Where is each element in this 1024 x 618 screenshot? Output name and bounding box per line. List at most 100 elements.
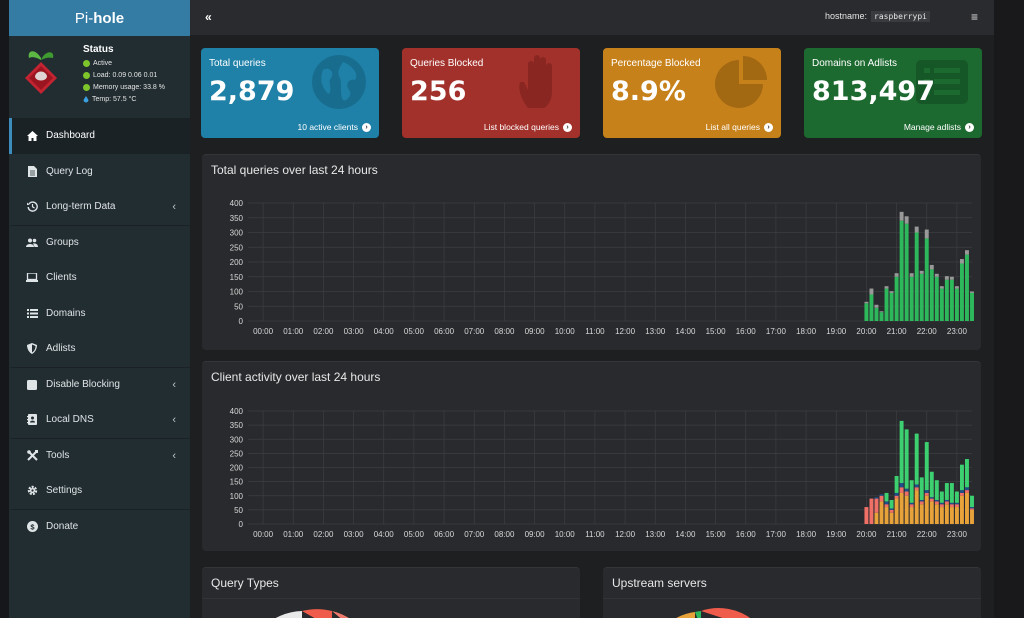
chart-bar-segment <box>899 420 904 484</box>
y-tick-label: 100 <box>230 492 244 501</box>
stat-footer-link[interactable]: List all queries › <box>706 122 773 132</box>
chart-bar-segment <box>944 504 949 524</box>
chart-bar-segment <box>965 492 969 524</box>
x-tick-label: 01:00 <box>283 530 304 539</box>
chart-bar-segment <box>869 294 874 321</box>
x-tick-label: 05:00 <box>404 530 425 539</box>
sidebar-item-dashboard[interactable]: Dashboard <box>9 118 190 154</box>
green-dot-icon <box>83 71 90 79</box>
stat-footer-link[interactable]: 10 active clients › <box>298 122 371 132</box>
y-tick-label: 350 <box>230 421 244 430</box>
sidebar-toggle-icon[interactable]: « <box>205 10 212 24</box>
y-tick-label: 200 <box>230 258 244 267</box>
sidebar-item-label: Groups <box>46 237 79 249</box>
stat-title: Total queries <box>209 58 266 69</box>
app-logo[interactable]: Pi-hole <box>9 0 190 36</box>
panel-divider <box>603 598 981 599</box>
svg-text:$: $ <box>30 523 35 532</box>
chart-bar-segment <box>889 499 894 509</box>
window-frame-right <box>994 0 1024 618</box>
stat-box-total-queries: Total queries 2,879 10 active clients › <box>201 48 379 138</box>
chart-bar-segment <box>954 502 959 505</box>
stat-footer-label: List all queries <box>705 122 760 132</box>
y-tick-label: 250 <box>230 243 244 252</box>
donate-icon: $ <box>26 521 38 533</box>
stat-box-percentage-blocked: Percentage Blocked 8.9% List all queries… <box>603 48 781 138</box>
chart-bar-segment <box>914 487 919 491</box>
chart-bar-segment <box>864 301 869 304</box>
sidebar-item-local-dns[interactable]: Local DNS ‹ <box>9 402 190 438</box>
pie-slice <box>701 608 751 618</box>
status-active: Active <box>83 57 165 69</box>
status-memory-label: Memory usage: 33.8 % <box>93 83 165 91</box>
chart-bar-segment <box>965 250 969 255</box>
sidebar-item-adlists[interactable]: Adlists <box>9 331 190 367</box>
menu-icon[interactable]: ≡ <box>970 10 978 24</box>
status-block: Status Active Load: 0.09 0.06 0.01 Memor… <box>83 44 165 105</box>
chart-bar-segment <box>879 495 884 502</box>
gear-icon <box>26 485 38 497</box>
chart-bar-segment <box>924 238 929 321</box>
arrow-circle-right-icon: › <box>764 122 773 132</box>
x-tick-label: 11:00 <box>585 530 605 539</box>
panel-divider <box>202 598 580 599</box>
stat-footer-link[interactable]: List blocked queries › <box>484 122 572 132</box>
sidebar-item-donate[interactable]: $ Donate <box>9 508 190 545</box>
pihole-logo-icon <box>25 51 57 94</box>
chart-bar-segment <box>924 492 929 496</box>
sidebar-item-groups[interactable]: Groups <box>9 224 190 261</box>
x-tick-label: 20:00 <box>856 327 877 336</box>
x-tick-label: 14:00 <box>675 530 696 539</box>
sidebar-item-query-log[interactable]: Query Log <box>9 154 190 190</box>
x-tick-label: 11:00 <box>585 327 605 336</box>
sidebar-item-settings[interactable]: Settings <box>9 473 190 509</box>
x-tick-label: 19:00 <box>826 530 847 539</box>
sidebar: Pi-hole Status Active Load: 0.09 0.06 0.… <box>9 0 190 618</box>
chart-bar-segment <box>939 286 944 289</box>
sidebar-item-long-term-data[interactable]: Long-term Data ‹ <box>9 189 190 225</box>
sidebar-item-tools[interactable]: Tools ‹ <box>9 437 190 474</box>
chart-bar-segment <box>919 501 924 505</box>
x-tick-label: 02:00 <box>313 327 334 336</box>
x-tick-label: 00:00 <box>253 327 274 336</box>
chart-bar-segment <box>944 276 949 280</box>
chart-bar-segment <box>894 276 899 321</box>
chart-bar-segment <box>954 507 959 524</box>
x-tick-label: 22:00 <box>917 327 938 336</box>
y-tick-label: 400 <box>230 199 244 208</box>
sidebar-item-domains[interactable]: Domains <box>9 296 190 332</box>
chart-bar-segment <box>934 501 939 505</box>
sidebar-item-clients[interactable]: Clients <box>9 260 190 296</box>
x-tick-label: 05:00 <box>404 327 425 336</box>
x-tick-label: 17:00 <box>766 530 787 539</box>
chart-bar-segment <box>944 499 949 502</box>
y-tick-label: 400 <box>230 407 244 416</box>
x-tick-label: 03:00 <box>344 327 365 336</box>
stat-value: 2,879 <box>209 76 295 107</box>
y-tick-label: 0 <box>239 520 244 529</box>
stat-box-queries-blocked: Queries Blocked 256 List blocked queries… <box>402 48 580 138</box>
chart-bar-segment <box>944 279 949 321</box>
arrow-circle-right-icon: › <box>965 122 974 132</box>
chart-bar-segment <box>909 273 914 277</box>
chart-bar-segment <box>889 512 894 524</box>
status-panel: Status Active Load: 0.09 0.06 0.01 Memor… <box>9 36 190 118</box>
x-tick-label: 22:00 <box>917 530 938 539</box>
chart-bar-segment <box>909 504 914 508</box>
x-tick-label: 18:00 <box>796 530 817 539</box>
stat-footer-link[interactable]: Manage adlists › <box>904 122 974 132</box>
chart-bar-segment <box>934 499 939 502</box>
stop-icon <box>26 379 38 391</box>
x-tick-label: 15:00 <box>706 327 727 336</box>
chart-bar-segment <box>864 303 869 321</box>
y-tick-label: 150 <box>230 478 244 487</box>
list-icon <box>26 307 38 319</box>
window-frame-left <box>0 0 9 618</box>
sidebar-item-disable-blocking[interactable]: Disable Blocking ‹ <box>9 366 190 403</box>
chart-bar-segment <box>884 492 889 502</box>
x-tick-label: 08:00 <box>494 530 515 539</box>
chart-bar-segment <box>929 471 934 498</box>
chart-bar-segment <box>954 504 959 508</box>
logo-prefix: Pi- <box>74 9 94 27</box>
panel-title: Total queries over last 24 hours <box>211 163 378 177</box>
